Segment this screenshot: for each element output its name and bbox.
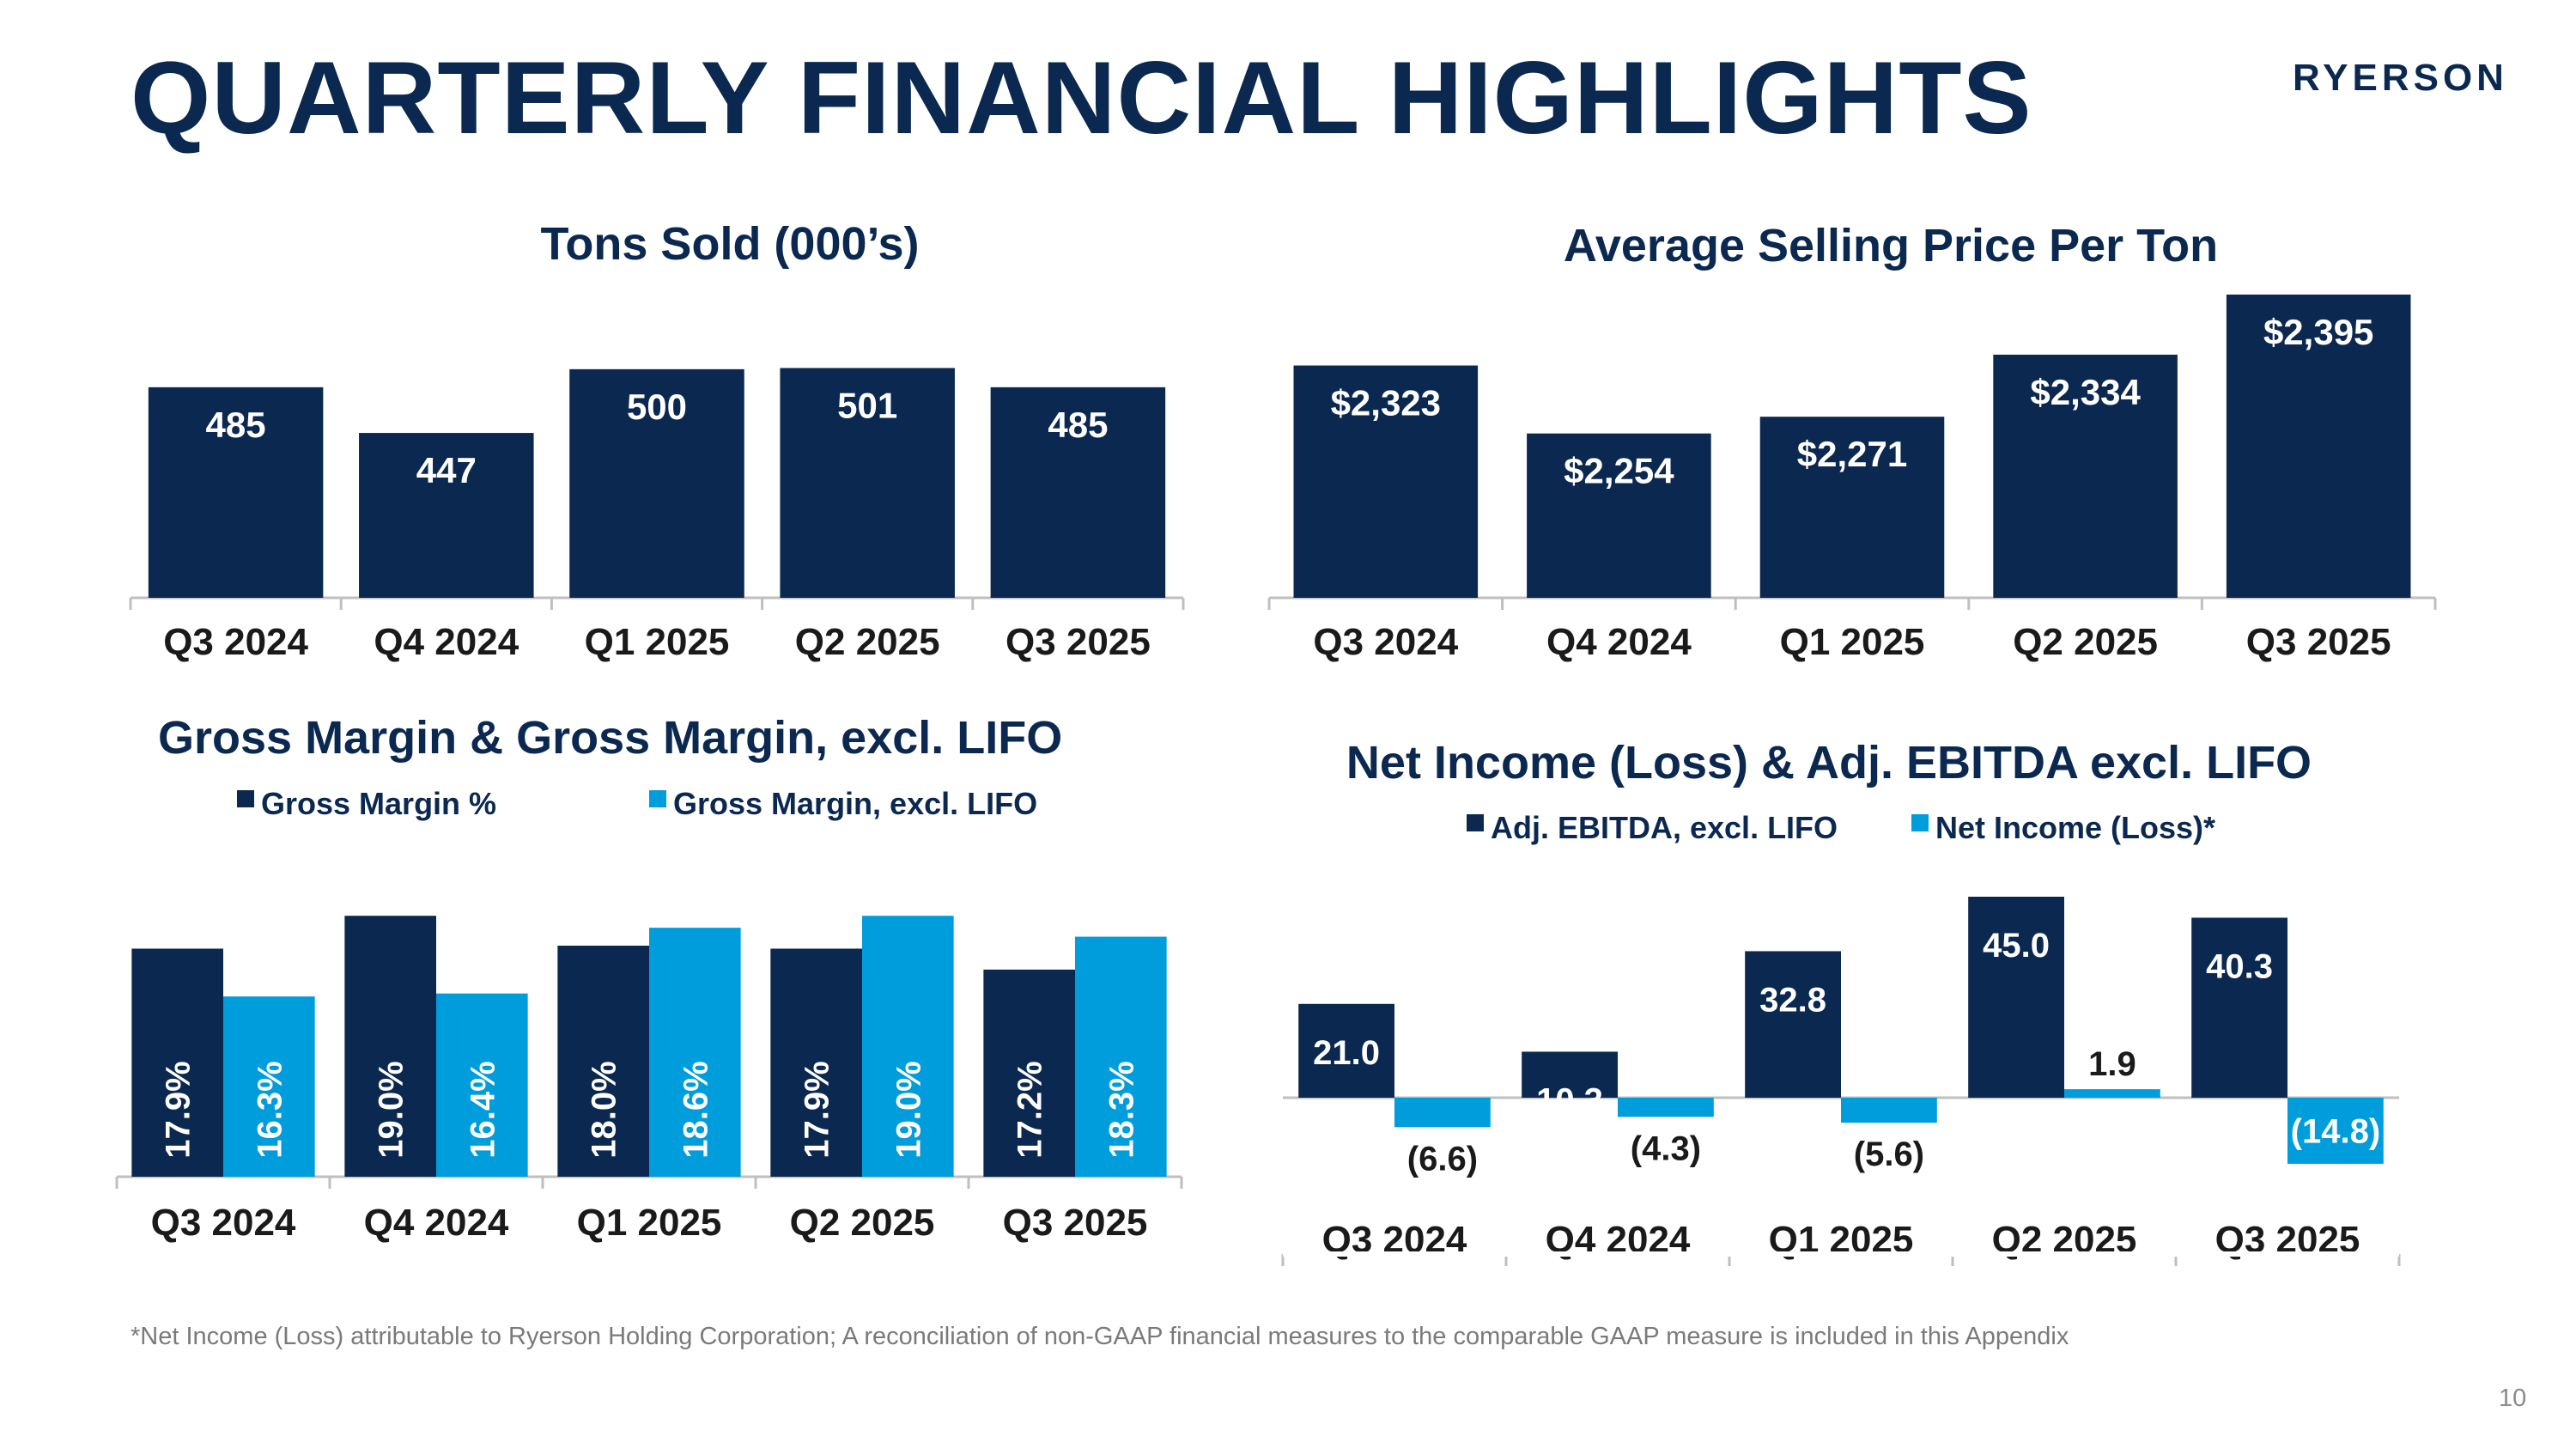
chart-0-bar [148, 387, 324, 598]
chart-0-category-label: Q3 2024 [163, 621, 308, 663]
chart-3-legend-swatch [1911, 814, 1929, 831]
ryerson-logo: RYERSON [2293, 57, 2508, 99]
chart-2-data-label: 18.0% [586, 1061, 623, 1158]
chart-2-category-label: Q3 2024 [151, 1202, 296, 1244]
chart-2-category-label: Q4 2024 [364, 1202, 509, 1244]
chart-2-bar [557, 945, 649, 1177]
chart-3-data-label: (5.6) [1854, 1135, 1924, 1173]
chart-3-legend-swatch [1467, 814, 1484, 831]
page-number: 10 [2499, 1385, 2527, 1412]
chart-3-data-label: 1.9 [2088, 1045, 2136, 1083]
chart-0-bar [569, 368, 744, 598]
chart-1-bar [2226, 294, 2411, 598]
chart-2-legend-label: Gross Margin % [261, 786, 496, 821]
chart-2-data-label: 17.9% [160, 1061, 197, 1158]
chart-2-data-label: 19.0% [890, 1061, 927, 1158]
chart-2-bar [1075, 936, 1167, 1177]
chart-3-bar [2064, 1089, 2160, 1098]
chart-1-data-label: $2,334 [2030, 372, 2141, 412]
chart-0-data-label: 501 [837, 385, 897, 425]
page-title: QUARTERLY FINANCIAL HIGHLIGHTS [131, 40, 2032, 155]
chart-3-bar [2191, 917, 2287, 1098]
chart-2-legend-label: Gross Margin, excl. LIFO [673, 786, 1037, 821]
chart-2-bar [862, 916, 954, 1177]
chart-1-category-label: Q1 2025 [1780, 621, 1925, 663]
chart-1-category-label: Q4 2024 [1546, 621, 1692, 663]
chart-2-data-label: 17.9% [799, 1061, 836, 1158]
chart-0-data-label: 485 [206, 405, 266, 445]
chart-3-data-label: (6.6) [1407, 1140, 1478, 1178]
chart-2-bar [436, 993, 528, 1177]
chart-1-data-label: $2,271 [1797, 434, 1907, 474]
chart-3-data-label: 21.0 [1313, 1034, 1380, 1072]
chart-0-category-label: Q4 2024 [374, 621, 519, 663]
chart-0-title: Tons Sold (000’s) [540, 218, 919, 270]
chart-2-bar [983, 969, 1075, 1177]
chart-1-category-label: Q3 2025 [2246, 621, 2391, 663]
chart-2-bar [344, 916, 436, 1177]
chart-0-bar [990, 387, 1166, 598]
chart-3-bar [1841, 1098, 1937, 1123]
chart-2-data-label: 17.2% [1012, 1061, 1049, 1158]
chart-2-data-label: 18.6% [677, 1061, 714, 1158]
chart-2-category-label: Q3 2025 [1003, 1202, 1148, 1244]
chart-3-legend-label: Adj. EBITDA, excl. LIFO [1491, 810, 1838, 845]
chart-0-data-label: 485 [1048, 405, 1108, 445]
chart-3-data-label: 10.3 [1536, 1081, 1603, 1119]
chart-0-bar [780, 368, 955, 598]
chart-2-bar [649, 928, 741, 1177]
chart-2-bar [770, 948, 862, 1177]
chart-3-data-label: (14.8) [2291, 1112, 2381, 1150]
chart-0-category-label: Q3 2025 [1005, 621, 1151, 663]
chart-3-data-label: 32.8 [1759, 981, 1826, 1019]
chart-2-data-label: 19.0% [373, 1061, 410, 1158]
chart-3-data-label: 40.3 [2206, 947, 2273, 985]
chart-3-title: Net Income (Loss) & Adj. EBITDA excl. LI… [1346, 737, 2312, 788]
chart-0-data-label: 447 [416, 450, 477, 490]
chart-3-data-label: (4.3) [1631, 1129, 1701, 1167]
chart-3-data-label: 45.0 [1983, 927, 2050, 965]
chart-2-bar [131, 948, 223, 1177]
chart-3-legend-label: Net Income (Loss)* [1935, 810, 2215, 845]
chart-3-bar [1618, 1098, 1714, 1117]
chart-0-category-label: Q1 2025 [585, 621, 730, 663]
chart-0-bar [359, 433, 534, 598]
chart-1-bar [1527, 433, 1711, 598]
chart-2-data-label: 16.3% [251, 1061, 289, 1158]
chart-3-bar [1522, 1051, 1618, 1098]
chart-2-title: Gross Margin & Gross Margin, excl. LIFO [158, 712, 1062, 764]
chart-3-bar [1745, 951, 1841, 1098]
chart-3-bar [1394, 1098, 1491, 1128]
chart-1-bar [1293, 365, 1479, 598]
chart-1-data-label: $2,323 [1331, 383, 1441, 423]
chart-1-data-label: $2,395 [2263, 312, 2373, 352]
chart-1-title: Average Selling Price Per Ton [1564, 220, 2218, 271]
chart-3-bar [1298, 1003, 1394, 1098]
chart-2-bar [223, 996, 315, 1177]
chart-2-category-label: Q1 2025 [577, 1202, 722, 1244]
chart-2-category-label: Q2 2025 [790, 1202, 935, 1244]
chart-2-data-label: 16.4% [464, 1061, 501, 1158]
chart-0-data-label: 500 [627, 387, 687, 427]
chart-2-data-label: 18.3% [1103, 1061, 1140, 1158]
chart-1-bar [1993, 354, 2178, 598]
chart-1-category-label: Q2 2025 [2013, 621, 2158, 663]
chart-3-bar [1968, 897, 2064, 1098]
chart-2-legend-swatch [649, 790, 666, 807]
chart-2-legend-swatch [237, 790, 254, 807]
footnote: *Net Income (Loss) attributable to Ryers… [131, 1323, 2069, 1350]
chart-1-data-label: $2,254 [1564, 451, 1674, 491]
chart-1-bar [1759, 417, 1945, 598]
chart-1-category-label: Q3 2024 [1313, 621, 1458, 663]
chart-3-bar [2287, 1098, 2384, 1164]
charts-canvas: Tons Sold (000’s) Q3 2024 Q4 2024 Q1 2025 Q2… [115, 218, 2437, 1266]
chart-0-category-label: Q2 2025 [795, 621, 940, 663]
